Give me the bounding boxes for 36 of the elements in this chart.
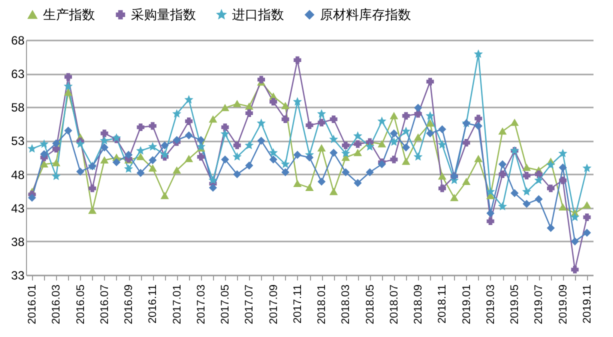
- x-tick-label: 2017.07: [244, 284, 256, 324]
- x-tick-label: 2019.07: [533, 284, 546, 324]
- y-tick-label: 68: [11, 34, 25, 48]
- legend-label: 采购量指数: [131, 8, 196, 23]
- x-tick-label: 2017.03: [195, 284, 208, 324]
- x-tick-label: 2017.11: [292, 284, 304, 324]
- x-tick-label: 2018.05: [364, 284, 376, 324]
- x-tick-label: 2019.09: [557, 284, 570, 324]
- x-tick-label: 2019.03: [484, 284, 497, 324]
- x-tick-label: 2018.11: [436, 284, 449, 324]
- x-tick-label: 2016.09: [123, 284, 136, 324]
- x-tick-label: 2016.05: [74, 284, 87, 324]
- x-tick-label: 2018.09: [412, 284, 425, 324]
- y-tick-label: 63: [11, 67, 25, 82]
- y-tick-label: 33: [11, 268, 25, 282]
- x-tick-label: 2019.05: [509, 284, 522, 324]
- x-tick-label: 2018.03: [340, 284, 352, 324]
- legend-label: 原材料库存指数: [320, 8, 411, 23]
- x-tick-label: 2016.11: [147, 284, 160, 324]
- x-tick-label: 2016.03: [50, 284, 63, 324]
- x-tick-label: 2019.11: [581, 284, 594, 324]
- y-tick-label: 58: [11, 100, 25, 115]
- x-tick-label: 2016.01: [26, 284, 39, 324]
- y-tick-label: 53: [11, 134, 25, 148]
- x-tick-label: 2018.07: [388, 284, 400, 324]
- x-tick-label: 2019.01: [460, 284, 473, 324]
- y-tick-label: 38: [11, 234, 25, 249]
- x-tick-label: 2018.01: [316, 284, 328, 324]
- y-tick-label: 43: [11, 201, 25, 216]
- x-tick-label: 2017.01: [171, 284, 184, 324]
- x-tick-label: 2017.05: [220, 284, 232, 324]
- y-tick-label: 48: [11, 168, 25, 182]
- legend-label: 进口指数: [232, 8, 284, 23]
- x-tick-label: 2016.07: [98, 284, 111, 324]
- legend-label: 生产指数: [43, 8, 95, 23]
- x-tick-label: 2017.09: [268, 284, 280, 324]
